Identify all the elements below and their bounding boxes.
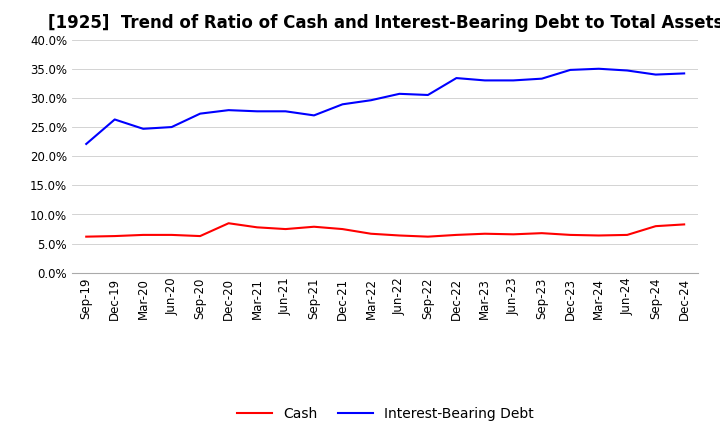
Interest-Bearing Debt xyxy=(509,78,518,83)
Interest-Bearing Debt xyxy=(110,117,119,122)
Line: Interest-Bearing Debt: Interest-Bearing Debt xyxy=(86,69,684,144)
Line: Cash: Cash xyxy=(86,223,684,237)
Cash xyxy=(110,234,119,239)
Cash xyxy=(282,227,290,232)
Interest-Bearing Debt xyxy=(338,102,347,107)
Legend: Cash, Interest-Bearing Debt: Cash, Interest-Bearing Debt xyxy=(231,401,539,426)
Interest-Bearing Debt xyxy=(423,92,432,98)
Cash xyxy=(253,225,261,230)
Interest-Bearing Debt xyxy=(566,67,575,73)
Cash xyxy=(338,227,347,232)
Cash xyxy=(82,234,91,239)
Cash xyxy=(225,220,233,226)
Cash xyxy=(395,233,404,238)
Cash xyxy=(196,234,204,239)
Interest-Bearing Debt xyxy=(139,126,148,132)
Interest-Bearing Debt xyxy=(196,111,204,116)
Interest-Bearing Debt xyxy=(652,72,660,77)
Cash xyxy=(423,234,432,239)
Interest-Bearing Debt xyxy=(537,76,546,81)
Interest-Bearing Debt xyxy=(452,75,461,81)
Cash xyxy=(537,231,546,236)
Title: [1925]  Trend of Ratio of Cash and Interest-Bearing Debt to Total Assets: [1925] Trend of Ratio of Cash and Intere… xyxy=(48,15,720,33)
Cash xyxy=(366,231,375,236)
Cash xyxy=(652,224,660,229)
Cash xyxy=(566,232,575,238)
Interest-Bearing Debt xyxy=(310,113,318,118)
Interest-Bearing Debt xyxy=(480,78,489,83)
Cash xyxy=(680,222,688,227)
Cash xyxy=(167,232,176,238)
Cash xyxy=(452,232,461,238)
Interest-Bearing Debt xyxy=(167,125,176,130)
Cash xyxy=(310,224,318,229)
Interest-Bearing Debt xyxy=(253,109,261,114)
Cash xyxy=(480,231,489,236)
Cash xyxy=(595,233,603,238)
Interest-Bearing Debt xyxy=(680,71,688,76)
Cash xyxy=(623,232,631,238)
Interest-Bearing Debt xyxy=(282,109,290,114)
Cash xyxy=(139,232,148,238)
Interest-Bearing Debt xyxy=(366,98,375,103)
Interest-Bearing Debt xyxy=(225,107,233,113)
Interest-Bearing Debt xyxy=(82,141,91,147)
Interest-Bearing Debt xyxy=(623,68,631,73)
Interest-Bearing Debt xyxy=(595,66,603,71)
Interest-Bearing Debt xyxy=(395,91,404,96)
Cash xyxy=(509,232,518,237)
